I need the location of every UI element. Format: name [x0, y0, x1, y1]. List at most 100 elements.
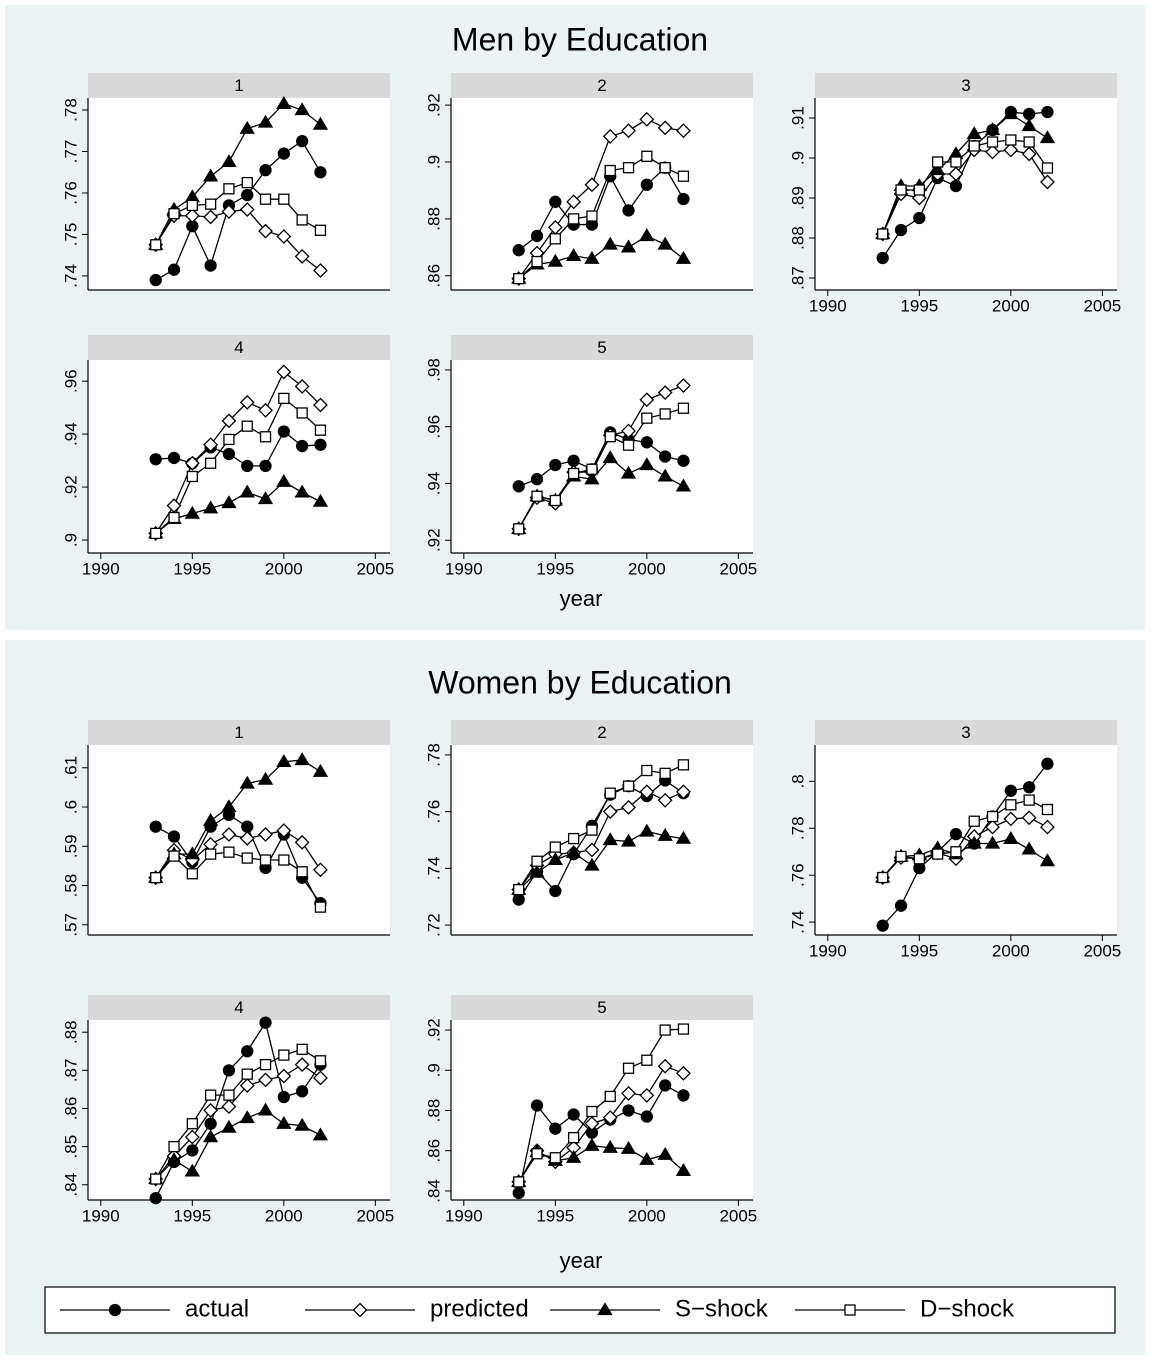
marker [602, 450, 618, 464]
marker [549, 884, 562, 898]
marker [513, 272, 525, 285]
marker [584, 842, 600, 858]
marker [1003, 831, 1019, 844]
marker [294, 834, 310, 850]
marker [222, 447, 236, 461]
marker [295, 1085, 309, 1098]
x-tick-label: 2005 [356, 559, 394, 578]
y-tick-label: .74 [788, 910, 807, 934]
marker [565, 1149, 582, 1163]
y-tick-label: .96 [61, 369, 80, 393]
marker [313, 1070, 328, 1086]
x-tick-label: 2005 [1083, 941, 1121, 960]
marker [314, 224, 327, 236]
marker [294, 484, 310, 498]
marker [657, 1146, 673, 1160]
legend-label: predicted [430, 1295, 529, 1322]
marker [150, 1173, 162, 1185]
marker [567, 454, 580, 467]
marker [950, 846, 962, 858]
marker [659, 767, 671, 780]
marker [931, 848, 944, 860]
marker [202, 1129, 219, 1143]
marker [639, 392, 655, 408]
marker [1041, 162, 1054, 174]
series-line [155, 1048, 321, 1180]
plot-area [451, 745, 753, 935]
x-tick-label: 2005 [719, 559, 757, 578]
series-line [518, 1084, 684, 1194]
y-tick-label: .8 [788, 774, 807, 788]
marker [512, 480, 525, 493]
marker [259, 431, 272, 443]
marker [530, 473, 544, 486]
marker [1041, 105, 1054, 119]
marker [1022, 107, 1036, 121]
panel-header [88, 73, 390, 98]
marker [985, 144, 1000, 160]
marker [1041, 757, 1054, 770]
marker [513, 883, 525, 896]
marker [314, 1055, 327, 1067]
marker [221, 413, 237, 429]
marker [950, 156, 962, 168]
marker [584, 1137, 600, 1151]
panel-header [451, 995, 753, 1020]
marker [604, 430, 616, 443]
marker [549, 494, 561, 507]
marker [984, 835, 1001, 849]
y-tick-label: .74 [424, 857, 443, 881]
marker [239, 120, 255, 134]
marker [1003, 142, 1019, 158]
marker [239, 1110, 255, 1124]
marker [168, 208, 180, 220]
marker [986, 810, 999, 823]
marker [221, 154, 237, 168]
marker [640, 436, 653, 449]
panel-title: 3 [961, 723, 970, 742]
marker [312, 1127, 329, 1141]
panel-header [815, 73, 1117, 98]
marker [640, 178, 653, 191]
marker [621, 123, 636, 139]
marker [1039, 130, 1056, 144]
marker [276, 96, 292, 109]
marker [675, 830, 692, 844]
marker [1005, 134, 1017, 146]
series-line [882, 111, 1048, 259]
marker [565, 844, 582, 858]
x-tick-label: 2005 [1083, 296, 1121, 315]
marker [966, 835, 982, 849]
marker [276, 823, 292, 838]
y-tick-label: .59 [61, 834, 80, 858]
marker [314, 901, 327, 913]
x-tick-label: 1995 [173, 1206, 211, 1225]
x-tick-label: 1990 [82, 1206, 120, 1225]
panel-title: 1 [234, 76, 243, 95]
marker [968, 140, 980, 152]
marker [241, 459, 254, 473]
y-tick-label: .92 [424, 93, 443, 117]
series-line [155, 1109, 321, 1180]
panel-title: 4 [234, 338, 243, 357]
marker [167, 451, 181, 465]
marker [602, 1139, 618, 1153]
marker [258, 223, 273, 239]
series-line [155, 140, 322, 281]
panel-header [451, 73, 753, 98]
marker [913, 853, 925, 865]
marker [167, 830, 181, 843]
marker [530, 229, 544, 243]
marker [530, 1099, 544, 1112]
marker [584, 471, 600, 485]
marker [531, 1148, 543, 1160]
x-tick-label: 1990 [809, 941, 847, 960]
marker [202, 168, 219, 182]
series-line [155, 397, 321, 534]
marker [184, 505, 200, 519]
marker [512, 244, 525, 257]
marker [1022, 781, 1036, 794]
marker [567, 1108, 580, 1121]
marker [639, 457, 655, 471]
